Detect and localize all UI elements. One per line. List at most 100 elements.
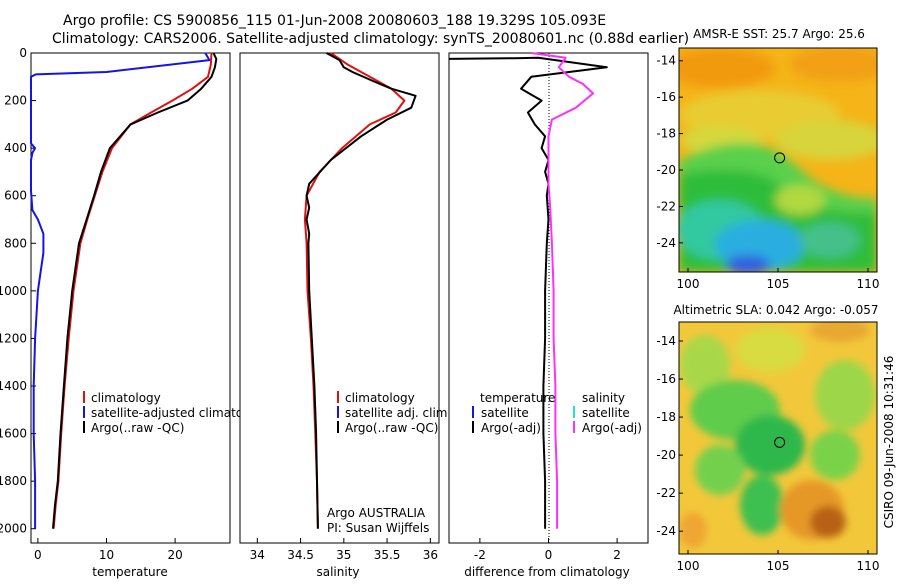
map-x-tick-label: 105 — [767, 277, 790, 291]
y-tick-label: 400 — [4, 141, 27, 155]
temperature-plot-area — [30, 52, 231, 544]
legend-label-sal-satellite: satellite — [582, 406, 630, 420]
sla-map-ticks: 100 105 110 -14 -16 -18 -20 -22 -24 — [656, 334, 879, 573]
y-tick-label: 1600 — [0, 427, 27, 441]
legend-label-satellite-adjusted: satellite-adjusted climatology — [91, 406, 269, 420]
map-x-tick-label: 110 — [857, 277, 880, 291]
map-x-tick-label: 100 — [677, 277, 700, 291]
x-tick-label: 10 — [99, 548, 114, 562]
map-y-tick-label: -14 — [656, 54, 676, 68]
legend-swatch-satellite-adjusted — [83, 406, 85, 418]
y-tick-label: 1200 — [0, 331, 27, 345]
x-tick-label: 35.5 — [374, 548, 401, 562]
header-line-1: Argo profile: CS 5900856_115 01-Jun-2008… — [63, 13, 606, 29]
legend-heading-temperature: temperature — [480, 391, 555, 405]
sla-map-image — [679, 322, 877, 554]
map-y-tick-label: -24 — [656, 236, 676, 250]
header-line-2: Climatology: CARS2006. Satellite-adjuste… — [52, 31, 689, 47]
map-y-tick-label: -16 — [656, 90, 676, 104]
salinity-legend: climatology satellite adj. clim. Argo(..… — [337, 391, 451, 435]
map-x-tick-label: 110 — [857, 559, 880, 573]
y-tick-label: 1400 — [0, 379, 27, 393]
map-y-tick-label: -24 — [656, 524, 676, 538]
depth-axis-ticks: 0 200 400 600 800 1000 1200 1400 1600 1800 2000 — [0, 46, 36, 536]
map-x-tick-label: 105 — [767, 559, 790, 573]
legend-label-climatology: climatology — [345, 391, 415, 405]
difference-axis-ticks: -2 0 2 — [474, 538, 621, 562]
legend-label-temp-argo: Argo(-adj) — [481, 421, 541, 435]
map-y-tick-label: -18 — [656, 410, 676, 424]
sla-map-panel: Altimetric SLA: 0.042 Argo: -0.057 100 10… — [656, 303, 879, 573]
sst-map-ticks: 100 105 110 -14 -16 -18 -20 -22 -24 — [656, 54, 879, 291]
legend-swatch-temp-argo — [472, 421, 474, 433]
x-tick-label: 20 — [167, 548, 182, 562]
difference-plot-area — [448, 52, 649, 544]
salinity-axis-ticks: 34 34.5 35 35.5 36 — [250, 538, 438, 562]
temperature-panel: 0 200 400 600 800 1000 1200 1400 1600 1800 2000 0 1… — [0, 46, 269, 579]
temperature-legend: climatology satellite-adjusted climatolo… — [83, 391, 269, 435]
argo-location-marker — [774, 152, 786, 164]
x-tick-label: 34 — [250, 548, 265, 562]
y-tick-label: 2000 — [0, 522, 27, 536]
legend-label-sal-argo: Argo(-adj) — [582, 421, 642, 435]
difference-legend: temperature satellite Argo(-adj) salinit… — [472, 391, 642, 435]
map-y-tick-label: -20 — [656, 163, 676, 177]
sst-map-image — [679, 48, 877, 272]
legend-label-climatology: climatology — [91, 391, 161, 405]
argo-program-annotation: Argo AUSTRALIA — [327, 506, 426, 520]
difference-lines — [448, 52, 608, 529]
y-tick-label: 1800 — [0, 474, 27, 488]
salinity-plot-area — [239, 52, 440, 544]
sst-map-title: AMSR-E SST: 25.7 Argo: 25.6 — [693, 27, 865, 41]
timestamp-stamp: CSIRO 09-Jun-2008 10:31:46 — [882, 356, 896, 529]
x-tick-label: 2 — [613, 548, 621, 562]
y-tick-label: 200 — [4, 94, 27, 108]
y-tick-label: 0 — [19, 46, 27, 60]
x-tick-label: 0 — [34, 548, 42, 562]
legend-heading-salinity: salinity — [582, 391, 625, 405]
temperature-lines — [30, 52, 218, 529]
legend-label-argo: Argo(..raw -QC) — [345, 421, 438, 435]
x-tick-label: 0 — [545, 548, 553, 562]
x-tick-label: -2 — [474, 548, 486, 562]
legend-label-argo: Argo(..raw -QC) — [91, 421, 184, 435]
map-y-tick-label: -20 — [656, 448, 676, 462]
map-y-tick-label: -18 — [656, 127, 676, 141]
y-tick-label: 600 — [4, 189, 27, 203]
salinity-xlabel: salinity — [316, 565, 359, 579]
series-line-argo-raw-qc — [52, 52, 218, 529]
x-tick-label: 34.5 — [287, 548, 314, 562]
legend-swatch-climatology — [337, 391, 339, 403]
temperature-axis-ticks: 0 10 20 — [34, 538, 183, 562]
legend-swatch-sal-satellite — [573, 406, 575, 418]
x-tick-label: 35 — [336, 548, 351, 562]
y-tick-label: 800 — [4, 236, 27, 250]
sst-map-panel: AMSR-E SST: 25.7 Argo: 25.6 100 105 110 -14… — [656, 27, 879, 291]
legend-label-satellite-adj: satellite adj. clim. — [345, 406, 451, 420]
map-y-tick-label: -14 — [656, 334, 676, 348]
series-line-satellite-adjusted-climatology — [30, 52, 211, 529]
legend-swatch-sal-argo — [573, 421, 575, 433]
series-line-salinity-argo-adj — [531, 52, 595, 529]
legend-swatch-satellite-adj — [337, 406, 339, 418]
y-tick-label: 1000 — [0, 284, 27, 298]
map-x-tick-label: 100 — [677, 559, 700, 573]
difference-panel: -2 0 2 difference from climatology tempera… — [448, 52, 649, 579]
sla-map-title: Altimetric SLA: 0.042 Argo: -0.057 — [673, 303, 878, 317]
legend-swatch-argo — [337, 421, 339, 433]
legend-swatch-climatology — [83, 391, 85, 403]
salinity-panel: 34 34.5 35 35.5 36 salinity climatology sate… — [239, 52, 451, 579]
legend-swatch-argo — [83, 421, 85, 433]
salinity-lines — [303, 52, 417, 529]
map-y-tick-label: -22 — [656, 486, 676, 500]
difference-xlabel: difference from climatology — [464, 565, 630, 579]
pi-annotation: PI: Susan Wijffels — [327, 521, 429, 535]
temperature-xlabel: temperature — [92, 565, 167, 579]
series-line-argo-raw-qc — [305, 52, 417, 529]
map-y-tick-label: -22 — [656, 199, 676, 213]
x-tick-label: 36 — [423, 548, 438, 562]
legend-label-temp-satellite: satellite — [481, 406, 529, 420]
argo-location-marker — [774, 436, 786, 448]
map-y-tick-label: -16 — [656, 372, 676, 386]
